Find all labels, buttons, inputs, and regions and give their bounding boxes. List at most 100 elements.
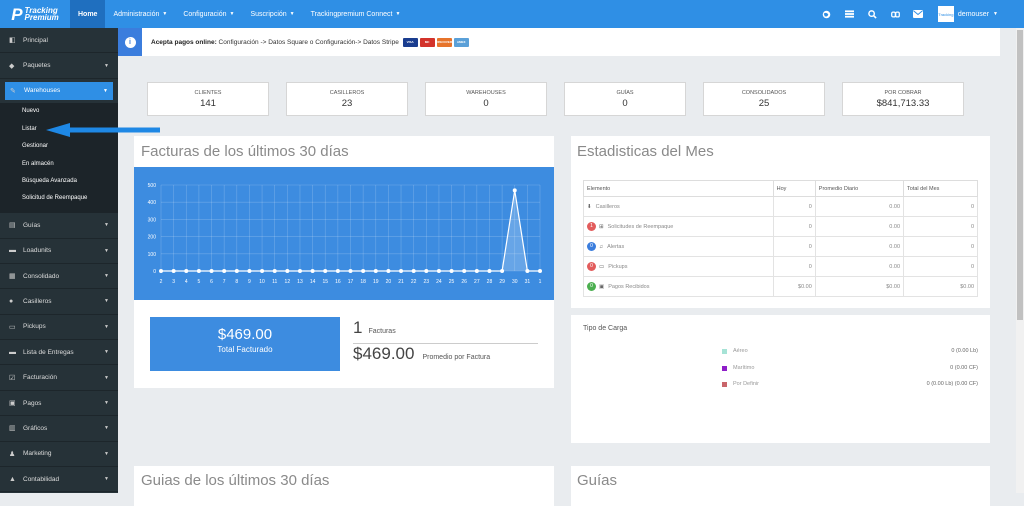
info-icon: i xyxy=(118,28,142,56)
nav-item-0[interactable]: Home xyxy=(70,0,106,28)
x-tick-label: 24 xyxy=(436,279,442,285)
check-icon: ☑ xyxy=(9,374,16,382)
stat-label: POR COBRAR xyxy=(884,90,922,96)
data-point[interactable] xyxy=(424,269,429,273)
data-point[interactable] xyxy=(512,188,517,193)
data-point[interactable] xyxy=(411,269,416,273)
submenu-item-4[interactable]: Búsqueda Avanzada xyxy=(22,178,77,185)
row-label[interactable]: Casilleros xyxy=(595,203,620,210)
cell-total: 0 xyxy=(903,256,978,277)
data-point[interactable] xyxy=(386,269,391,273)
carga-label: Aéreo xyxy=(733,348,748,354)
stat-box-3: GUÍAS 0 xyxy=(564,82,686,116)
data-point[interactable] xyxy=(348,269,353,273)
data-point[interactable] xyxy=(361,269,366,273)
data-point[interactable] xyxy=(184,269,189,273)
payments-notice: i Acepta pagos online: Configuración -> … xyxy=(118,28,1000,56)
data-point[interactable] xyxy=(222,269,227,273)
data-point[interactable] xyxy=(474,269,479,273)
logo[interactable]: P Tracking Premium xyxy=(11,4,59,24)
submenu-item-0[interactable]: Nuevo xyxy=(22,108,40,115)
car-icon: ▭ xyxy=(9,323,16,331)
carga-value: 0 (0.00 Lb) xyxy=(951,348,978,354)
user-menu[interactable]: Tracking demouser ▼ xyxy=(937,6,998,22)
globe-icon[interactable] xyxy=(815,0,838,28)
data-point[interactable] xyxy=(436,269,441,273)
nav-item-1[interactable]: Administración ▼ xyxy=(105,0,175,28)
y-tick-label: 0 xyxy=(153,269,156,275)
x-tick-label: 2 xyxy=(160,279,163,285)
data-point[interactable] xyxy=(297,269,302,273)
bell-icon: ♫ xyxy=(599,243,604,250)
stat-value: 23 xyxy=(341,98,353,109)
sidebar: ◧ Principal ◆ Paquetes ▼ ✎ Warehouses ▼ Nuevo Lis… xyxy=(0,28,118,493)
facturas-count-label: Facturas xyxy=(368,328,396,335)
sidebar-item-9[interactable]: ☑ Facturación ▼ xyxy=(0,365,118,391)
scrollbar-thumb[interactable] xyxy=(1017,30,1023,320)
submenu-item-1[interactable]: Listar xyxy=(22,125,37,132)
users-icon: ♟ xyxy=(9,450,16,458)
data-point[interactable] xyxy=(171,269,176,273)
sidebar-item-0[interactable]: ◧ Principal xyxy=(0,28,118,54)
data-point[interactable] xyxy=(234,269,239,273)
warehouse-submenu: Nuevo Listar Gestionar En almacén Búsqueda A… xyxy=(0,102,118,214)
data-point[interactable] xyxy=(449,269,454,273)
sidebar-item-2[interactable]: ✎ Warehouses ▼ xyxy=(5,81,113,100)
row-label[interactable]: Pickups xyxy=(608,263,628,270)
sidebar-item-3[interactable]: ▤ Guías ▼ xyxy=(0,213,118,239)
sidebar-item-6[interactable]: ● Casilleros ▼ xyxy=(0,289,118,315)
sidebar-item-label: Gráficos xyxy=(23,424,48,432)
stat-value: 0 xyxy=(483,98,489,109)
sidebar-item-10[interactable]: ▣ Pagos ▼ xyxy=(0,391,118,417)
data-point[interactable] xyxy=(538,269,542,273)
sidebar-item-label: Contabilidad xyxy=(23,475,60,483)
data-point[interactable] xyxy=(310,269,315,273)
data-point[interactable] xyxy=(209,269,214,273)
submenu-item-2[interactable]: Gestionar xyxy=(22,143,49,150)
data-point[interactable] xyxy=(335,269,340,273)
data-point[interactable] xyxy=(196,269,201,273)
data-point[interactable] xyxy=(285,269,290,273)
sidebar-item-label: Lista de Entregas xyxy=(23,348,74,356)
scrollbar[interactable] xyxy=(1016,28,1024,493)
sidebar-item-7[interactable]: ▭ Pickups ▼ xyxy=(0,315,118,341)
cell-prom: 0.00 xyxy=(814,216,905,237)
data-point[interactable] xyxy=(462,269,467,273)
submenu-item-3[interactable]: En almacén xyxy=(22,160,54,167)
data-point[interactable] xyxy=(399,269,404,273)
data-point[interactable] xyxy=(487,269,492,273)
data-point[interactable] xyxy=(373,269,378,273)
search-icon[interactable] xyxy=(861,0,884,28)
sidebar-item-4[interactable]: ▬ Loadunits ▼ xyxy=(0,239,118,264)
row-label[interactable]: Solicitudes de Reempaque xyxy=(607,223,674,230)
sidebar-item-5[interactable]: ▦ Consolidado ▼ xyxy=(0,264,118,290)
data-point[interactable] xyxy=(525,269,530,273)
row-label[interactable]: Alertas xyxy=(607,243,625,250)
stat-label: CLIENTES xyxy=(194,90,222,96)
list-icon[interactable] xyxy=(838,0,861,28)
caret-down-icon: ▼ xyxy=(104,450,109,457)
nav-item-3[interactable]: Suscripción ▼ xyxy=(242,0,302,28)
data-point[interactable] xyxy=(500,269,505,273)
data-point[interactable] xyxy=(159,269,163,273)
mail-icon[interactable] xyxy=(907,0,930,28)
row-label[interactable]: Pagos Recibidos xyxy=(608,283,650,290)
link-icon[interactable] xyxy=(884,0,907,28)
sidebar-item-8[interactable]: ▬ Lista de Entregas ▼ xyxy=(0,340,118,366)
nav-item-2[interactable]: Configuración ▼ xyxy=(175,0,242,28)
avatar: Tracking xyxy=(937,6,954,22)
sidebar-item-11[interactable]: ▥ Gráficos ▼ xyxy=(0,416,118,442)
sidebar-item-12[interactable]: ♟ Marketing ▼ xyxy=(0,442,118,468)
nav-item-4[interactable]: Trackingpremium Connect ▼ xyxy=(303,0,409,28)
sidebar-item-13[interactable]: ▲ Contabilidad ▼ xyxy=(0,467,118,493)
data-point[interactable] xyxy=(247,269,252,273)
data-point[interactable] xyxy=(272,269,277,273)
submenu-item-5[interactable]: Solicitud de Reempaque xyxy=(22,195,88,202)
data-point[interactable] xyxy=(323,269,328,273)
facturas-count-value: 1 xyxy=(353,318,363,337)
sidebar-item-1[interactable]: ◆ Paquetes ▼ xyxy=(0,53,118,79)
sidebar-item-label: Pickups xyxy=(23,323,46,331)
data-point[interactable] xyxy=(260,269,265,273)
dashboard-icon: ◧ xyxy=(9,37,16,45)
